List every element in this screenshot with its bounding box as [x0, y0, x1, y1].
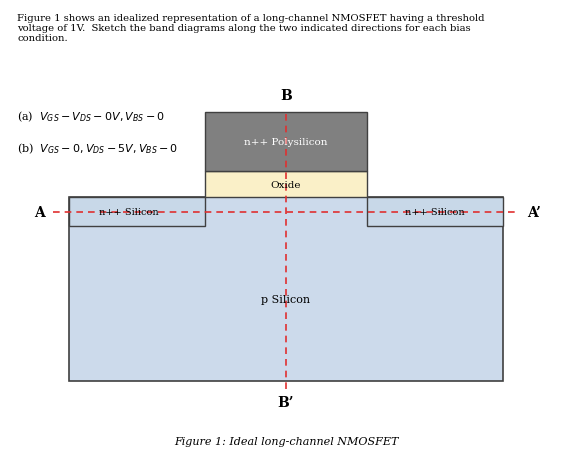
Text: n++ Silicon: n++ Silicon [99, 208, 158, 217]
Text: Oxide: Oxide [271, 181, 301, 190]
Text: n++ Polysilicon: n++ Polysilicon [244, 138, 328, 147]
FancyBboxPatch shape [69, 198, 503, 381]
Text: p Silicon: p Silicon [261, 295, 311, 305]
FancyBboxPatch shape [205, 113, 367, 172]
FancyBboxPatch shape [205, 172, 367, 198]
Text: n++ Silicon: n++ Silicon [405, 208, 465, 217]
Text: (a)  $V_{GS} - V_{DS} - 0V, V_{BS} - 0$: (a) $V_{GS} - V_{DS} - 0V, V_{BS} - 0$ [17, 109, 165, 124]
Text: A’: A’ [527, 205, 541, 219]
FancyBboxPatch shape [367, 198, 503, 227]
Text: A: A [34, 205, 45, 219]
Text: (b)  $V_{GS} - 0, V_{DS} - 5V, V_{BS} - 0$: (b) $V_{GS} - 0, V_{DS} - 5V, V_{BS} - 0… [17, 141, 178, 156]
Text: B’: B’ [278, 395, 294, 410]
Text: B: B [280, 88, 292, 102]
FancyBboxPatch shape [69, 198, 205, 227]
Text: Figure 1: Ideal long-channel NMOSFET: Figure 1: Ideal long-channel NMOSFET [174, 436, 398, 446]
Text: Figure 1 shows an idealized representation of a long-channel NMOSFET having a th: Figure 1 shows an idealized representati… [17, 14, 484, 43]
